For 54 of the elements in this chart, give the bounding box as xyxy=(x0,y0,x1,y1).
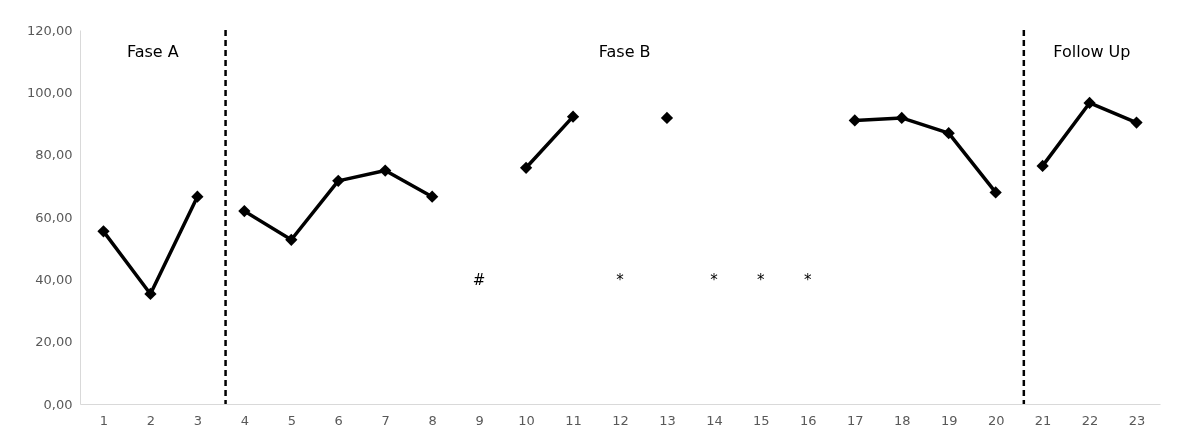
y-tick-label: 20,00 xyxy=(35,334,73,350)
annotation: * xyxy=(804,271,813,289)
annotation: Follow Up xyxy=(1053,42,1131,61)
x-tick-label: 1 xyxy=(99,412,109,428)
y-tick-label: 80,00 xyxy=(35,147,73,163)
point xyxy=(1036,159,1049,173)
x-tick-label: 8 xyxy=(428,412,437,428)
point xyxy=(238,204,251,218)
point xyxy=(144,287,157,301)
point xyxy=(989,186,1002,199)
annotation: # xyxy=(472,271,486,289)
point xyxy=(942,127,955,140)
annotation: Fase A xyxy=(126,42,179,61)
x-tick-label: 21 xyxy=(1034,412,1052,428)
annotation: * xyxy=(710,271,719,289)
x-tick-label: 14 xyxy=(706,412,723,428)
x-tick-label: 16 xyxy=(800,412,817,428)
x-tick-label: 4 xyxy=(240,412,249,428)
y-tick-label: 120,00 xyxy=(27,22,73,38)
x-tick-label: 18 xyxy=(893,412,911,428)
x-tick-label: 3 xyxy=(193,412,203,428)
x-tick-label: 20 xyxy=(987,412,1005,428)
x-tick-label: 10 xyxy=(518,412,535,428)
x-tick-label: 12 xyxy=(612,412,629,428)
x-tick-label: 17 xyxy=(847,412,864,428)
x-tick-label: 2 xyxy=(146,412,156,428)
point xyxy=(97,225,110,238)
x-tick-label: 5 xyxy=(287,412,296,428)
annotation: * xyxy=(616,271,625,289)
y-tick-label: 60,00 xyxy=(35,209,73,225)
x-tick-label: 6 xyxy=(334,412,343,428)
point xyxy=(191,190,204,203)
point xyxy=(895,111,908,125)
x-tick-label: 11 xyxy=(565,412,582,428)
point xyxy=(1130,116,1143,129)
x-tick-label: 23 xyxy=(1128,412,1146,428)
x-tick-label: 7 xyxy=(381,412,390,428)
point xyxy=(426,190,439,203)
x-tick-label: 15 xyxy=(753,412,770,428)
point xyxy=(379,164,392,177)
x-tick-label: 22 xyxy=(1081,412,1099,428)
y-tick-label: 100,00 xyxy=(27,84,73,100)
x-tick-label: 9 xyxy=(475,412,484,428)
y-tick-label: 40,00 xyxy=(35,271,73,287)
y-tick-label: 0,00 xyxy=(43,396,73,412)
annotation: Fase B xyxy=(598,42,651,61)
point xyxy=(332,174,345,187)
point xyxy=(1083,96,1096,110)
x-tick-label: 19 xyxy=(940,412,958,428)
point xyxy=(285,233,298,246)
annotation: * xyxy=(757,271,766,289)
point xyxy=(848,114,861,127)
point xyxy=(660,111,674,125)
x-tick-label: 13 xyxy=(659,412,676,428)
